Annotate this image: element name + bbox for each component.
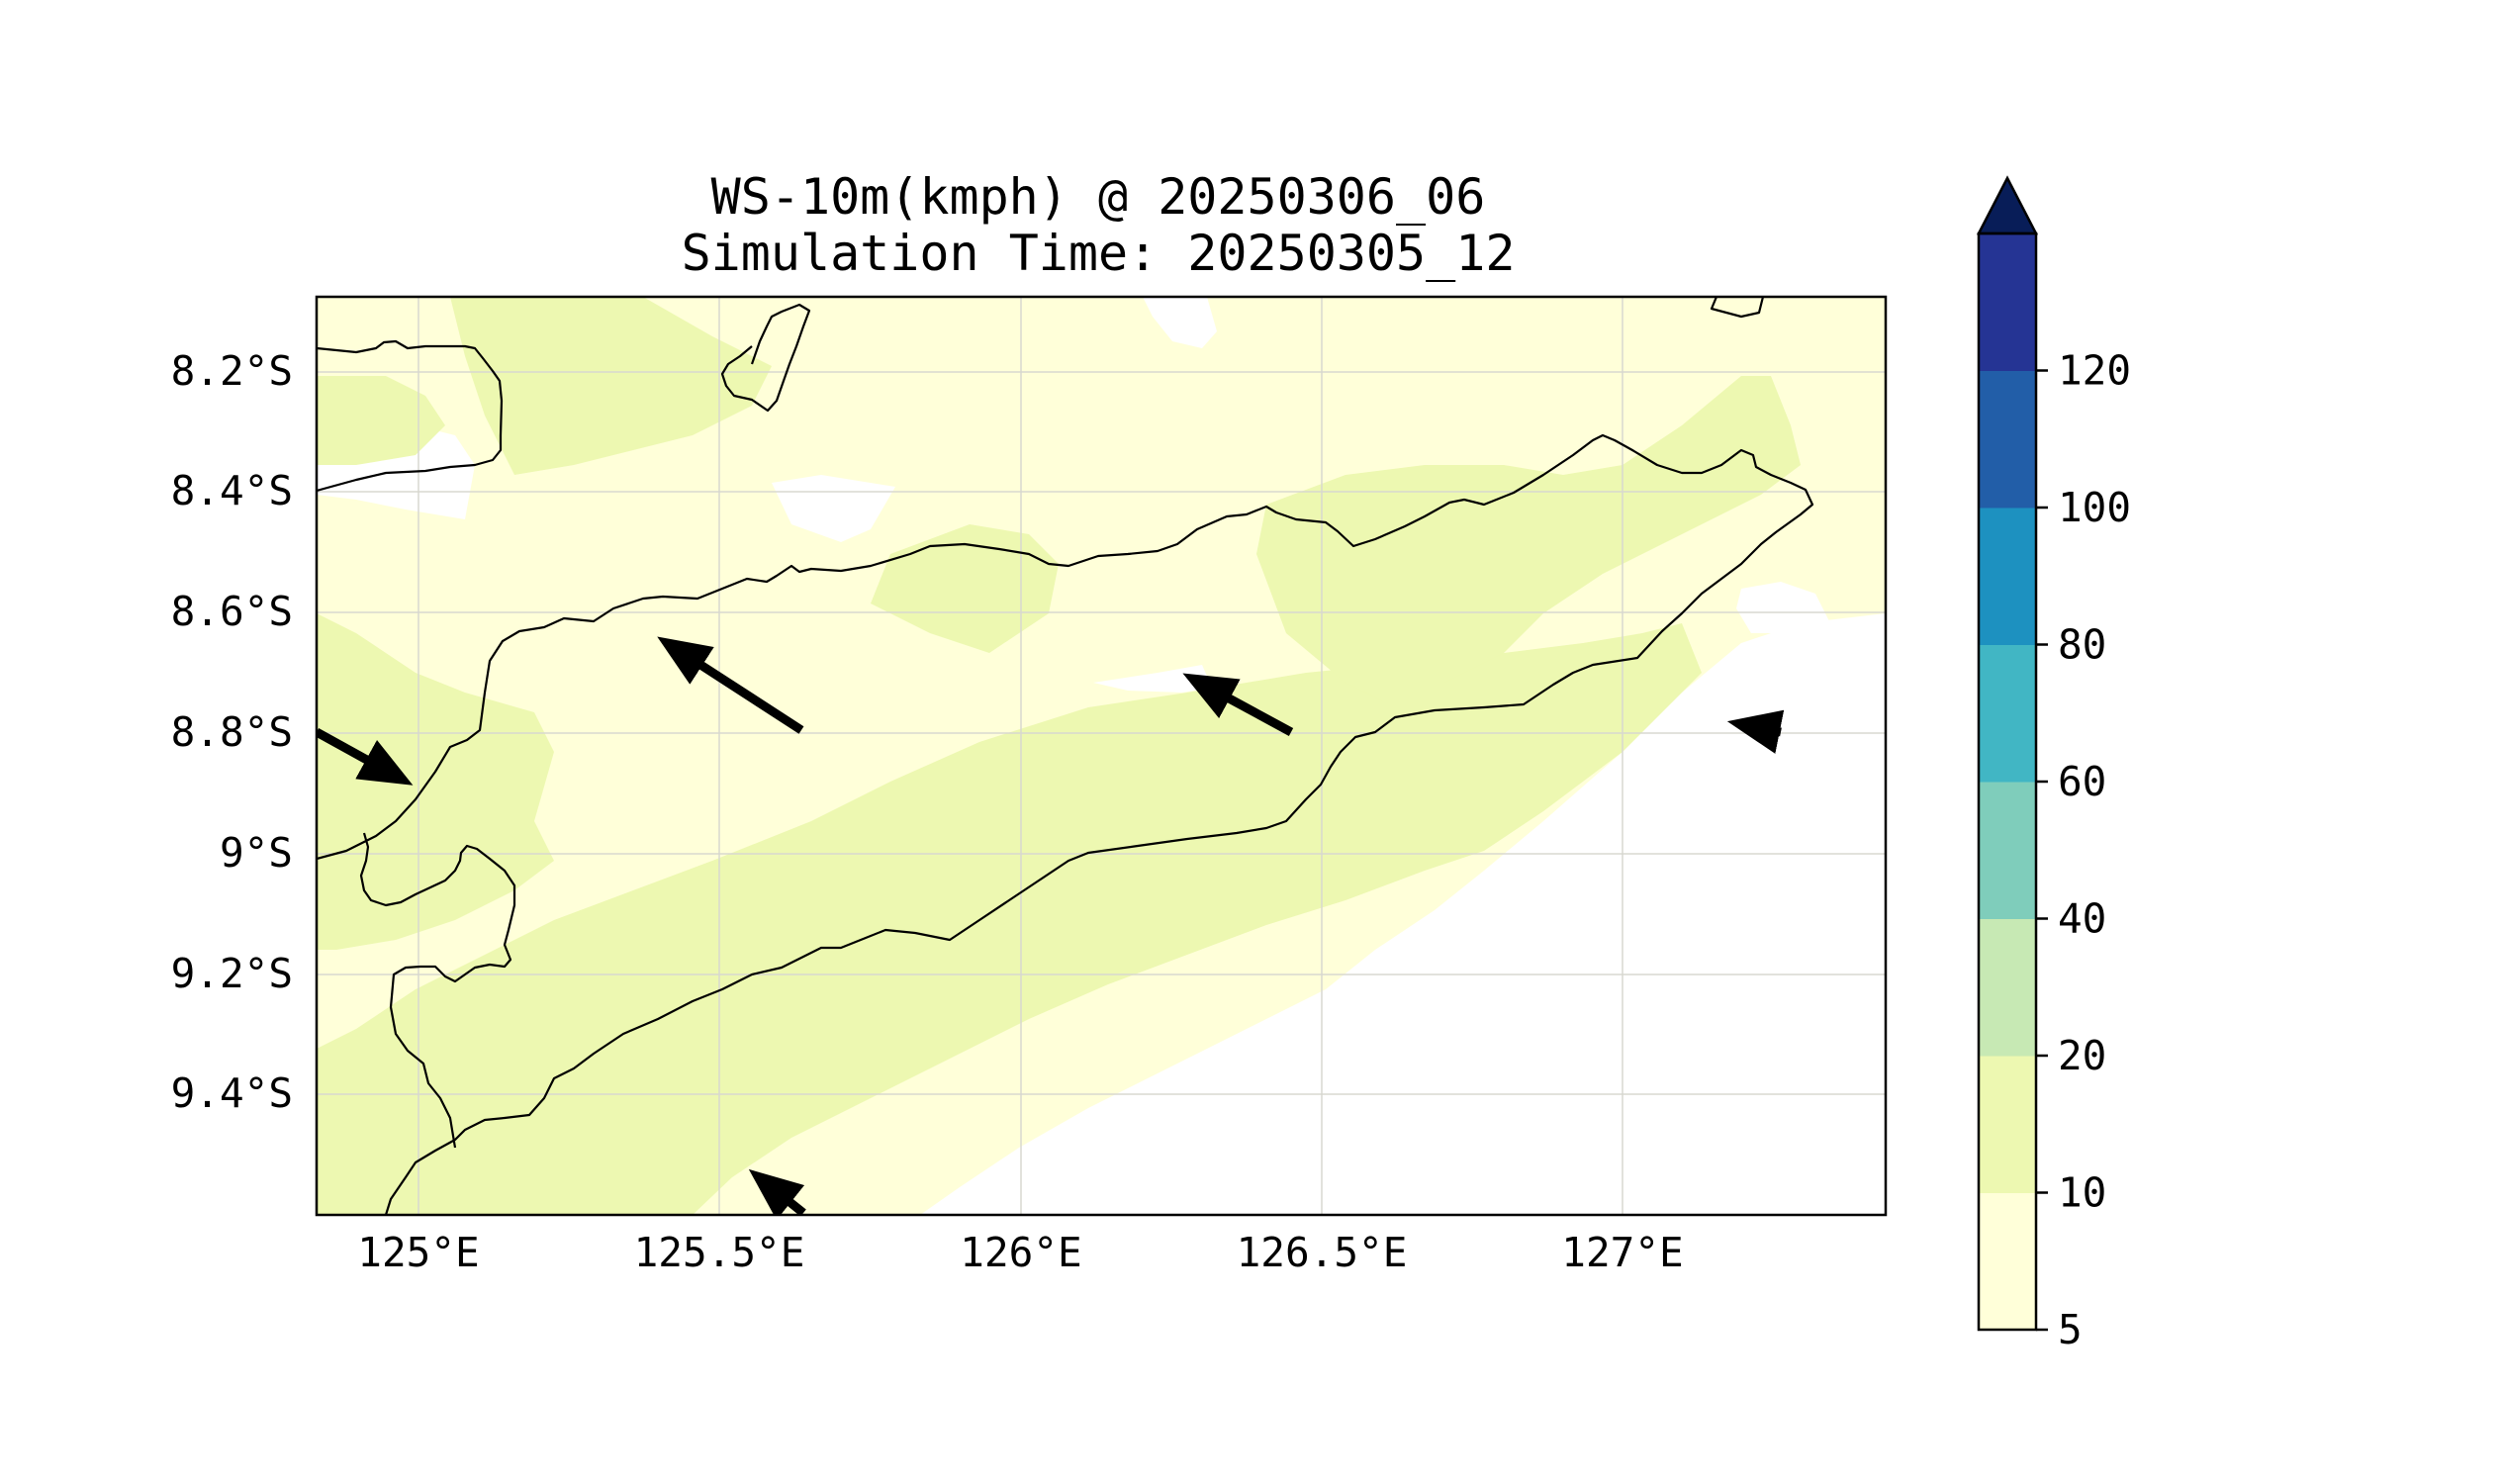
colorbar-segment: [1979, 370, 2036, 509]
map-panel: [317, 297, 1886, 1215]
colorbar-segment: [1979, 508, 2036, 645]
map-gridlines: [317, 297, 1886, 1215]
lat-tick-label: 9°S: [220, 829, 293, 877]
colorbar-tick-label: 100: [2058, 484, 2131, 531]
colorbar-tick-label: 60: [2058, 758, 2106, 805]
colorbar-tick-label: 80: [2058, 621, 2106, 669]
wind-vector-east: [1726, 709, 1785, 754]
field-calm-north-2: [1143, 297, 1217, 348]
wind-vector-west: [317, 728, 414, 786]
coastline-wetar: [720, 303, 811, 413]
wind-vector-south: [748, 1168, 806, 1215]
field-calm-central: [1093, 665, 1212, 693]
field-calm-southeast: [920, 613, 1886, 1215]
lat-tick-label: 8.2°S: [171, 347, 293, 395]
wind-vector-central-north: [657, 636, 804, 734]
colorbar-extend-arrow: [1976, 175, 2039, 235]
lat-tick-label: 8.8°S: [171, 708, 293, 756]
lon-tick-label: 127°E: [1561, 1229, 1683, 1276]
colorbar-segment: [1979, 644, 2036, 783]
wind-vector-central-east: [1182, 673, 1294, 736]
colorbar: 5 10 20 40 60 80 100 120: [1976, 175, 2131, 1353]
field-calm-east: [1736, 582, 1830, 633]
lon-tick-label: 126°E: [960, 1229, 1081, 1276]
colorbar-segment: [1979, 918, 2036, 1057]
colorbar-segment: [1979, 1192, 2036, 1331]
colorbar-tick-label: 10: [2058, 1169, 2106, 1217]
lat-tick-label: 8.6°S: [171, 588, 293, 635]
coastline-border: [359, 832, 516, 1149]
lon-tick-label: 126.5°E: [1237, 1229, 1408, 1276]
coastline-timor-north: [317, 433, 1814, 1215]
longitude-axis: 125°E 125.5°E 126°E 126.5°E 127°E: [357, 1229, 1683, 1276]
colorbar-tick-label: 40: [2058, 895, 2106, 943]
colorbar-segment: [1979, 233, 2036, 371]
coastlines: [317, 297, 1814, 1215]
figure-title-line2: Simulation Time: 20250305_12: [682, 225, 1516, 282]
colorbar-tick-label: 5: [2058, 1306, 2083, 1353]
colorbar-segment: [1979, 782, 2036, 919]
coastline-alor: [317, 339, 504, 493]
lat-tick-label: 9.4°S: [171, 1069, 293, 1117]
colorbar-tick-label: 20: [2058, 1032, 2106, 1079]
colorbar-segment: [1979, 1056, 2036, 1193]
colorbar-tick-label: 120: [2058, 347, 2131, 395]
coastline-north-islet: [1710, 297, 1765, 319]
lat-tick-label: 8.4°S: [171, 467, 293, 514]
lat-tick-label: 9.2°S: [171, 950, 293, 997]
lon-tick-label: 125°E: [357, 1229, 479, 1276]
wind-vectors: [317, 636, 1785, 1215]
latitude-axis: 8.2°S 8.4°S 8.6°S 8.8°S 9°S 9.2°S 9.4°S: [171, 347, 293, 1117]
lon-tick-label: 125.5°E: [634, 1229, 805, 1276]
map-frame: [315, 295, 1888, 1217]
field-band-10-20: [317, 297, 1801, 1215]
figure-title-line1: WS-10m(kmph) @ 20250306_06: [711, 168, 1486, 226]
